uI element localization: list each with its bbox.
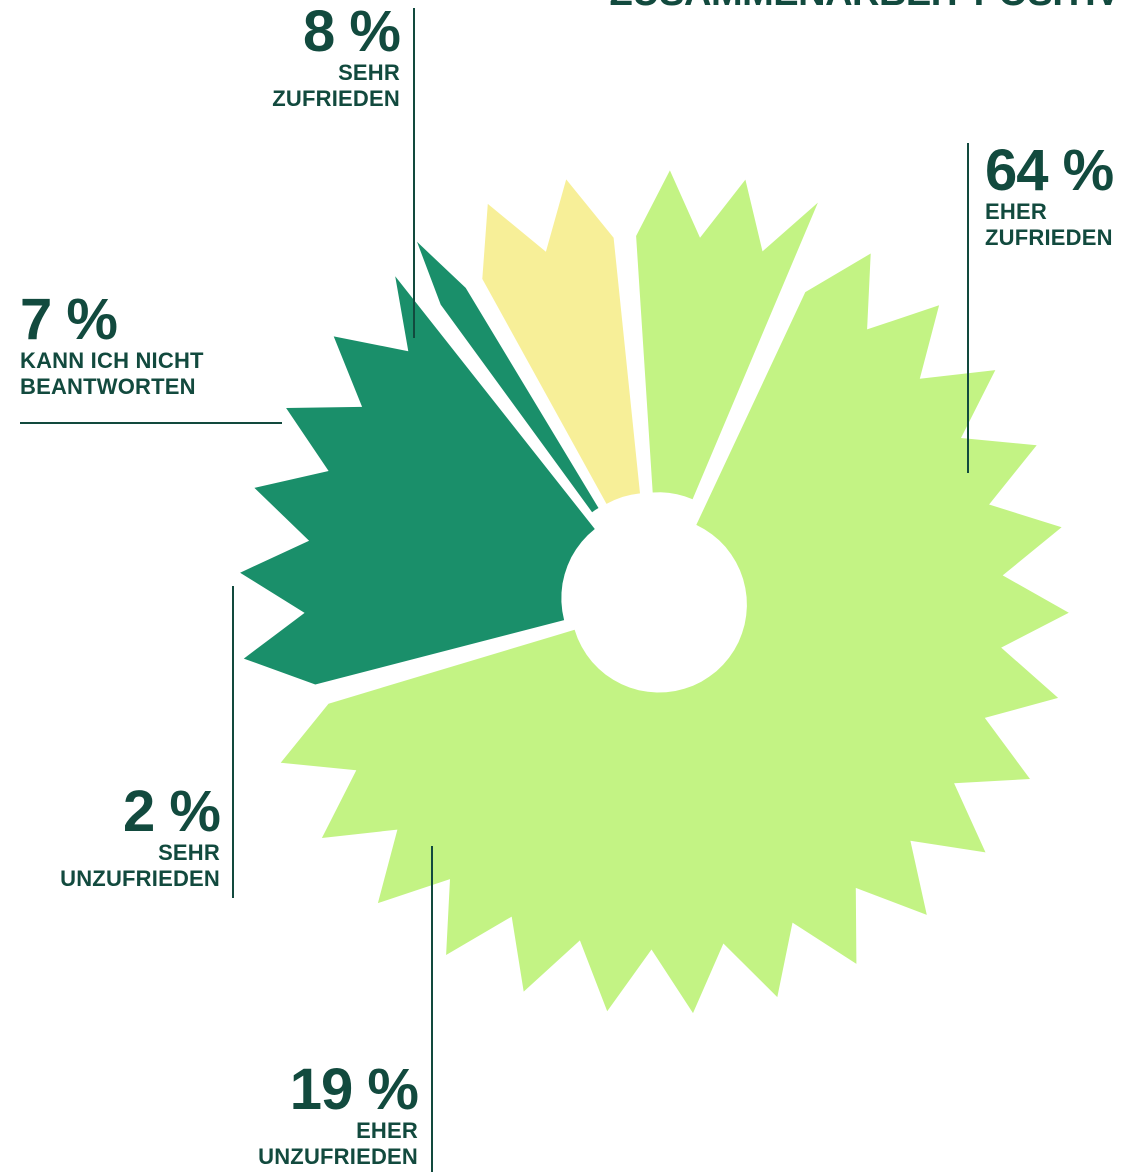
category-label: ZUFRIEDEN <box>272 86 400 111</box>
category-label: KANN ICH NICHT <box>20 348 204 373</box>
value-label: 2 % <box>123 779 221 844</box>
callout-sehr-zufrieden: 8 % SEHR ZUFRIEDEN <box>200 0 401 112</box>
category-label: UNZUFRIEDEN <box>258 1144 418 1169</box>
callout-kann-ich-nicht-beantworten: 7 % KANN ICH NICHT BEANTWORTEN <box>20 287 204 400</box>
category-label: BEANTWORTEN <box>20 374 196 399</box>
callout-eher-zufrieden: 64 % EHER ZUFRIEDEN <box>985 138 1114 251</box>
pie-slice-zufrieden-4 <box>636 170 818 500</box>
callout-eher-unzufrieden: 19 % EHER UNZUFRIEDEN <box>150 1057 419 1170</box>
category-label: EHER <box>985 199 1047 224</box>
value-label: 7 % <box>20 287 118 352</box>
category-label: SEHR <box>158 840 220 865</box>
callout-sehr-unzufrieden: 2 % SEHR UNZUFRIEDEN <box>20 779 221 892</box>
pie-slice-unzufrieden-1 <box>240 276 595 685</box>
leader-line-sehr-zufrieden <box>413 8 415 338</box>
leader-line-kann-ich-nicht-beantworten <box>20 422 282 424</box>
chart-heading: ZUSAMMENARBEIT POSITIV <box>560 0 1121 15</box>
value-label: 19 % <box>289 1057 419 1122</box>
leader-line-sehr-unzufrieden <box>232 586 234 898</box>
category-label: SEHR <box>338 60 400 85</box>
category-label: ZUFRIEDEN <box>985 225 1113 250</box>
pie-slice-unzufrieden-2 <box>417 241 599 513</box>
value-label: 64 % <box>985 138 1114 203</box>
pie-slice-beantworten-3 <box>482 179 640 504</box>
value-label: 8 % <box>303 0 401 64</box>
pie-slice-zufrieden-0 <box>280 253 1069 1014</box>
category-label: EHER <box>356 1118 418 1143</box>
category-label: UNZUFRIEDEN <box>60 866 220 891</box>
leader-line-eher-zufrieden <box>967 143 969 473</box>
leader-line-eher-unzufrieden <box>431 846 433 1172</box>
